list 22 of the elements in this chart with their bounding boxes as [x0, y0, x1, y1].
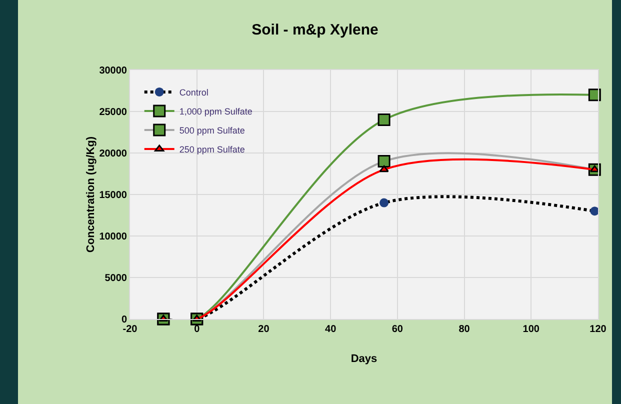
y-tick-label: 5000 — [104, 273, 128, 284]
legend-label: 1,000 ppm Sulfate — [179, 106, 252, 116]
y-tick-label: 20000 — [99, 148, 128, 160]
legend-label: 500 ppm Sulfate — [179, 125, 245, 136]
y-tick-label: 15000 — [99, 190, 128, 201]
x-tick-label: 0 — [194, 324, 200, 335]
y-axis-title: Concentration (ug/Kg) — [85, 136, 98, 253]
y-tick-label: 25000 — [99, 107, 128, 118]
y-tick-label: 0 — [121, 314, 128, 326]
x-tick-label: 60 — [392, 324, 404, 335]
y-tick-label: 30000 — [99, 66, 128, 76]
x-tick-label: 40 — [325, 324, 337, 335]
x-tick-label: 100 — [522, 324, 540, 335]
x-tick-label: -20 — [122, 324, 138, 335]
x-tick-label: 120 — [590, 324, 607, 335]
legend-label: Control — [179, 87, 208, 98]
x-tick-label: 20 — [258, 324, 270, 335]
chart-title: Soil - m&p Xylene — [252, 22, 378, 39]
x-tick-label: 80 — [458, 324, 470, 335]
legend-label: 250 ppm Sulfate — [179, 144, 245, 154]
x-axis-title: Days — [350, 353, 378, 365]
y-tick-label: 10000 — [99, 232, 128, 242]
